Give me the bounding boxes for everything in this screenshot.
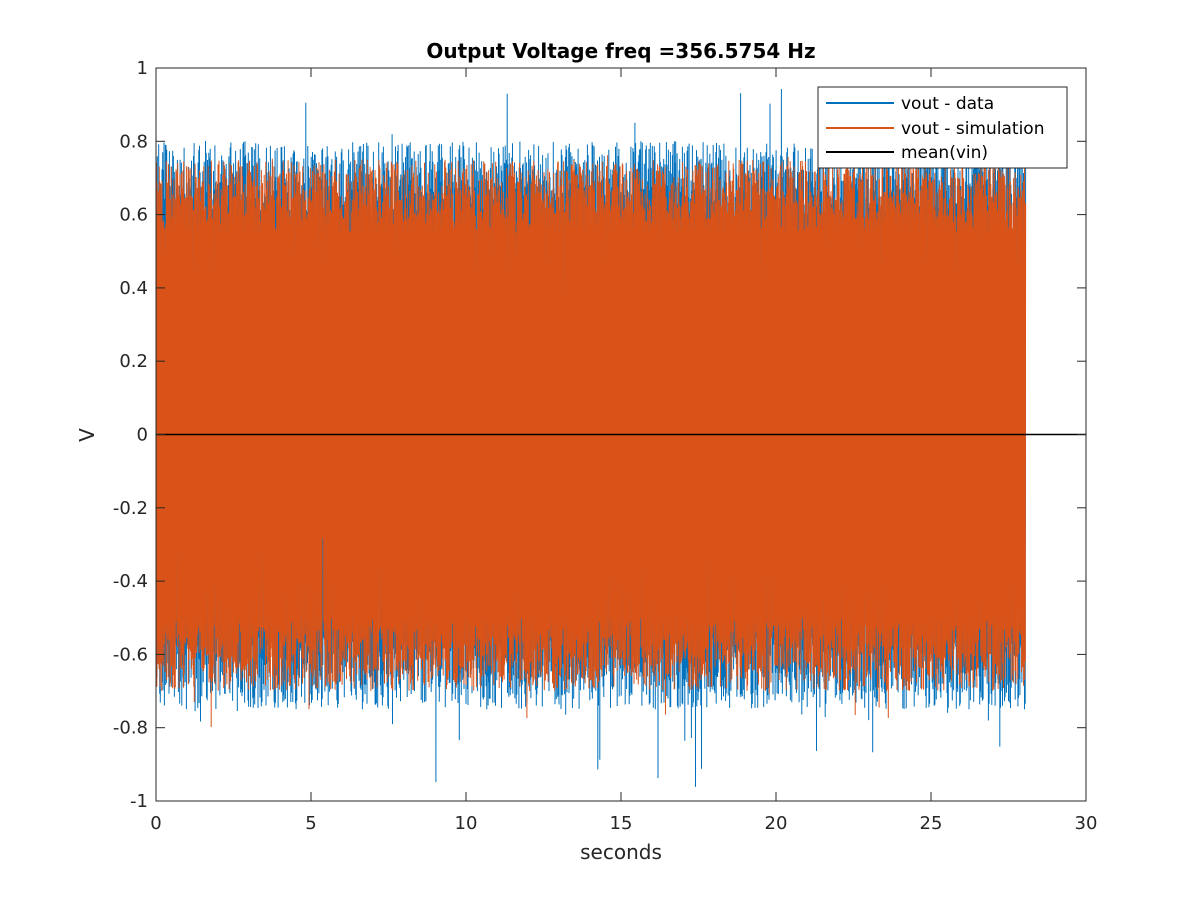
y-tick-label: -1 <box>130 791 148 812</box>
y-tick-label: -0.4 <box>113 571 148 592</box>
x-axis-label: seconds <box>580 840 662 864</box>
chart-title: Output Voltage freq =356.5754 Hz <box>426 39 815 63</box>
series-line-vout-simulation <box>155 153 1027 728</box>
series-layer <box>155 88 1086 787</box>
x-tick-label: 5 <box>305 813 316 834</box>
x-tick-label: 0 <box>150 813 161 834</box>
x-axis: 0 5 10 15 20 25 30 <box>150 68 1097 834</box>
y-tick-label: 0.8 <box>119 131 148 152</box>
x-tick-label: 10 <box>455 813 478 834</box>
y-tick-label: 0.2 <box>119 351 148 372</box>
y-tick-label: 1 <box>137 58 148 79</box>
legend-label-vout-simulation: vout - simulation <box>901 119 1044 139</box>
x-tick-label: 30 <box>1075 813 1098 834</box>
legend-label-vout-data: vout - data <box>901 94 994 114</box>
y-axis: -1 -0.8 -0.6 -0.4 -0.2 0 0.2 0.4 0.6 0.8 1 <box>113 58 1086 812</box>
y-axis-label: V <box>75 428 99 442</box>
legend: vout - data vout - simulation mean(vin) <box>817 86 1068 169</box>
y-tick-label: 0 <box>137 425 148 446</box>
y-tick-label: 0.4 <box>119 278 148 299</box>
x-tick-label: 20 <box>765 813 788 834</box>
x-tick-label: 15 <box>610 813 633 834</box>
y-tick-label: -0.6 <box>113 644 148 665</box>
y-tick-label: 0.6 <box>119 205 148 226</box>
y-tick-label: -0.8 <box>113 718 148 739</box>
legend-label-mean-vin: mean(vin) <box>901 143 988 163</box>
y-tick-label: -0.2 <box>113 498 148 519</box>
x-tick-label: 25 <box>920 813 943 834</box>
